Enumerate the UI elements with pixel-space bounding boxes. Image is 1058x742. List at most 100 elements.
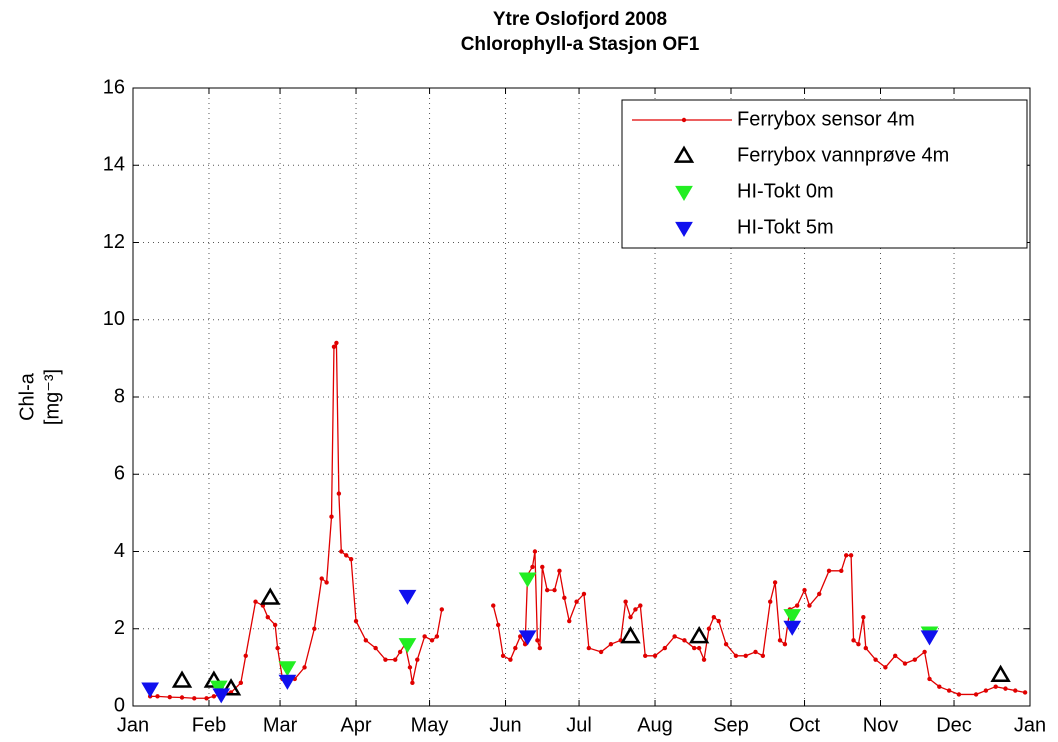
point	[682, 638, 687, 643]
point	[794, 603, 800, 608]
plot-frame	[132, 87, 1031, 707]
point	[802, 587, 807, 593]
y-tick-label: 6	[114, 463, 125, 485]
point	[383, 657, 388, 662]
y-axis-label-unit: [mg⁻³]	[41, 369, 63, 425]
x-tick-label: Feb	[192, 714, 226, 736]
x-tick-label: Jan	[117, 714, 149, 736]
marker	[688, 626, 710, 644]
point	[535, 638, 540, 643]
point	[672, 634, 677, 639]
point	[334, 340, 339, 346]
point	[902, 661, 908, 666]
marker	[209, 680, 228, 696]
point	[1003, 686, 1008, 691]
y-tick-label: 4	[114, 540, 125, 562]
marker	[673, 145, 695, 163]
point	[319, 576, 324, 581]
point	[937, 684, 942, 689]
point	[508, 657, 513, 662]
point	[753, 649, 758, 655]
point	[772, 580, 778, 585]
point	[243, 653, 248, 658]
y-axis-label: Chl-a	[16, 372, 38, 421]
point	[518, 634, 523, 639]
point	[562, 595, 567, 601]
point	[410, 680, 415, 686]
point	[856, 642, 861, 647]
x-tick-label: Jan	[1014, 714, 1046, 736]
point	[956, 692, 962, 697]
x-tick-label: Aug	[637, 714, 673, 736]
point	[422, 634, 427, 639]
point	[265, 614, 270, 620]
marker	[920, 630, 939, 646]
marker	[398, 589, 417, 605]
point	[912, 657, 918, 662]
point	[397, 649, 403, 655]
point	[363, 638, 369, 643]
marker	[220, 678, 242, 696]
x-tick-label: Oct	[789, 714, 821, 736]
point	[883, 665, 888, 670]
point	[638, 603, 643, 608]
x-tick-label: Dec	[936, 714, 972, 736]
point	[211, 694, 217, 699]
point	[743, 653, 748, 658]
y-tick-label: 2	[114, 617, 125, 639]
chart-title: Ytre Oslofjord 2008	[493, 9, 667, 30]
point	[348, 557, 354, 562]
legend-label: Ferrybox vannprøve 4m	[737, 144, 949, 166]
point	[777, 638, 783, 643]
point	[701, 657, 707, 662]
marker	[212, 688, 231, 704]
point	[848, 553, 854, 558]
y-tick-label: 16	[103, 76, 125, 98]
point	[643, 653, 648, 658]
point	[491, 603, 496, 608]
y-tick-label: 12	[103, 231, 125, 253]
point	[353, 618, 359, 624]
point	[574, 599, 579, 604]
point	[331, 344, 337, 349]
legend-label: HI-Tokt 5m	[737, 216, 834, 238]
point	[324, 580, 329, 585]
point	[544, 587, 550, 593]
point	[922, 649, 927, 655]
marker	[990, 664, 1011, 682]
point	[540, 564, 545, 570]
point	[973, 692, 979, 697]
point	[861, 614, 866, 620]
point	[782, 642, 788, 647]
point	[993, 684, 998, 689]
y-tick-label: 10	[103, 308, 125, 330]
legend-label: Ferrybox sensor 4m	[737, 108, 915, 130]
point	[692, 645, 697, 651]
point	[439, 607, 445, 612]
point	[839, 568, 844, 574]
point	[711, 614, 717, 620]
marker	[278, 674, 297, 690]
point	[155, 694, 160, 699]
legend-label: HI-Tokt 0m	[737, 180, 834, 202]
point	[946, 688, 952, 693]
point	[238, 680, 244, 686]
marker	[171, 670, 193, 688]
point	[608, 642, 614, 647]
point	[633, 607, 638, 612]
point	[336, 491, 342, 496]
point	[429, 638, 435, 643]
point	[275, 645, 280, 651]
point	[407, 665, 413, 670]
chart-subtitle: Chlorophyll-a Stasjon OF1	[461, 34, 700, 55]
point	[652, 653, 658, 658]
x-tick-label: Apr	[340, 714, 371, 736]
point	[253, 599, 258, 604]
point	[927, 676, 932, 682]
point	[817, 591, 822, 597]
point	[302, 665, 307, 670]
point	[826, 568, 832, 574]
point	[532, 549, 538, 554]
point	[863, 645, 868, 651]
point	[1013, 688, 1018, 693]
